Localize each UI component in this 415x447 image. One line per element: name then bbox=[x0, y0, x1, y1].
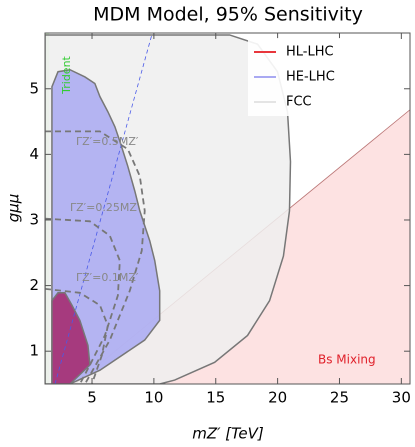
y-axis-label: gμμ bbox=[5, 194, 23, 223]
x-axis-label: mZ′ [TeV] bbox=[192, 425, 264, 443]
x-tick-label: 20 bbox=[268, 389, 287, 407]
x-tick-label: 30 bbox=[392, 389, 411, 407]
legend-label: HL-LHC bbox=[286, 45, 334, 60]
y-tick-label: 5 bbox=[29, 79, 39, 97]
x-tick-label: 10 bbox=[144, 389, 163, 407]
y-tick-label: 4 bbox=[29, 145, 39, 163]
contour-label: ΓZ′=0.5MZ′ bbox=[76, 135, 139, 148]
x-tick-label: 5 bbox=[87, 389, 97, 407]
region-label: Trident bbox=[60, 55, 73, 94]
region-label: Bs Mixing bbox=[318, 353, 376, 367]
guide-line bbox=[54, 34, 153, 384]
y-tick-label: 3 bbox=[29, 210, 39, 228]
chart-title: MDM Model, 95% Sensitivity bbox=[93, 4, 363, 26]
x-tick-label: 15 bbox=[206, 389, 225, 407]
sensitivity-region bbox=[51, 68, 161, 384]
legend-label: FCC bbox=[286, 95, 312, 110]
y-tick-label: 2 bbox=[29, 276, 39, 294]
plot-frame bbox=[44, 32, 411, 385]
plot-area bbox=[45, 33, 410, 384]
width-contour bbox=[45, 287, 109, 384]
y-tick-label: 1 bbox=[29, 342, 39, 360]
contour-label: ΓZ′=0.25MZ′ bbox=[70, 201, 140, 214]
contour-label: ΓZ′=0.1MZ′ bbox=[76, 271, 139, 284]
x-tick-label: 25 bbox=[330, 389, 349, 407]
width-contour bbox=[45, 217, 121, 384]
width-contour bbox=[45, 130, 146, 384]
legend-label: HE-LHC bbox=[286, 70, 335, 85]
